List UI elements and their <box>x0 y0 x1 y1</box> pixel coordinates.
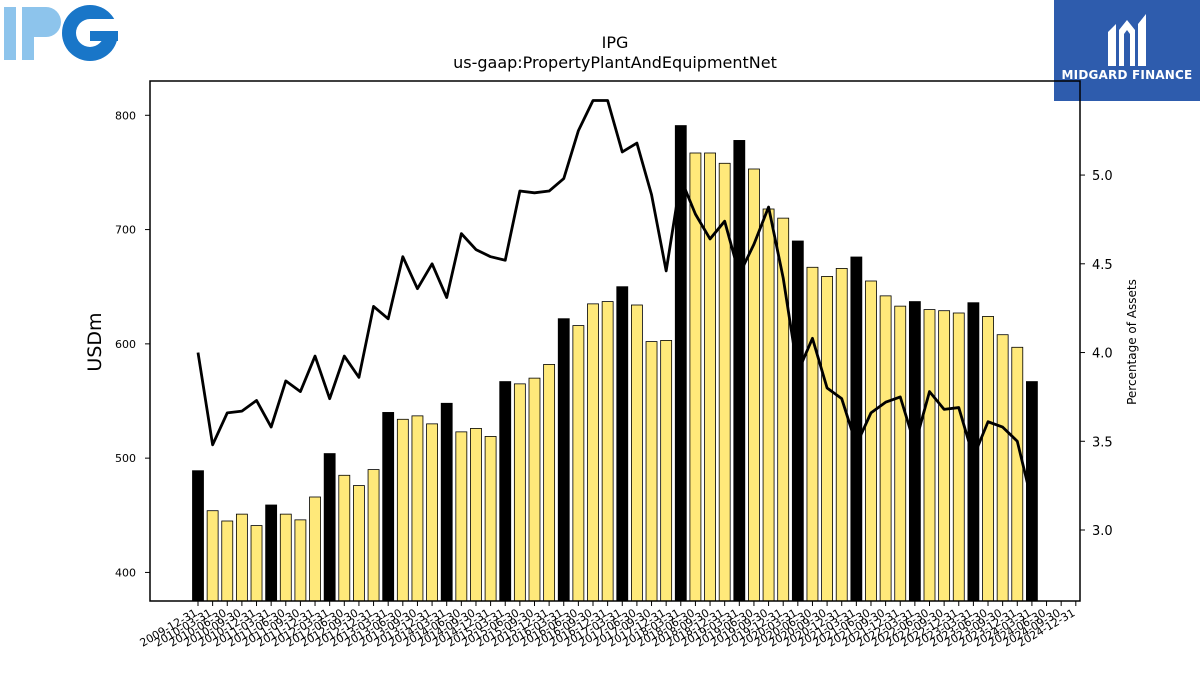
bar <box>718 162 731 602</box>
bar <box>938 310 951 602</box>
bar <box>557 318 570 602</box>
bar <box>426 423 438 602</box>
y2-tick-label: 3.0 <box>1092 524 1113 539</box>
bar <box>294 519 307 602</box>
bar <box>382 412 395 602</box>
bar <box>279 513 292 602</box>
bar <box>996 334 1009 602</box>
bar <box>806 266 819 602</box>
bar <box>587 303 599 602</box>
bar <box>952 312 965 602</box>
bar <box>645 341 658 602</box>
bar <box>704 152 716 602</box>
bar <box>1011 346 1024 602</box>
bar <box>572 325 585 602</box>
bar <box>250 525 263 602</box>
bar <box>528 377 541 602</box>
ipg-logo <box>0 0 130 70</box>
bar <box>323 453 336 602</box>
bar <box>367 469 380 602</box>
bar <box>791 240 804 602</box>
bar <box>396 418 409 602</box>
bar <box>221 520 234 602</box>
y2-tick-label: 5.0 <box>1092 169 1113 184</box>
y-axis-label: USDm <box>84 312 106 371</box>
series-line <box>196 99 1034 502</box>
bar <box>499 381 512 602</box>
bar <box>484 436 497 602</box>
y2-axis-label: Percentage of Assets <box>1125 279 1139 405</box>
y-tick-label: 400 <box>115 566 136 579</box>
midgard-mark-icon <box>1108 14 1146 66</box>
bar <box>601 301 614 602</box>
bar <box>982 316 994 602</box>
bar <box>908 301 921 602</box>
bar <box>338 474 351 602</box>
bar <box>353 485 365 602</box>
bar <box>631 304 643 602</box>
bar <box>192 470 204 602</box>
y-tick-label: 800 <box>115 109 136 122</box>
bar <box>513 383 526 602</box>
bar <box>543 364 556 602</box>
bar <box>455 431 468 602</box>
bar <box>835 268 848 602</box>
bar <box>265 504 278 602</box>
midgard-finance-logo: MIDGARD FINANCE <box>1054 0 1200 101</box>
y2-tick-label: 4.5 <box>1092 258 1113 273</box>
plot-area: 4005006007008003.03.54.04.55.02009-12-31… <box>115 80 1113 650</box>
chart-title: IPG <box>602 33 629 52</box>
y-tick-label: 700 <box>115 224 136 237</box>
bar <box>660 340 673 602</box>
bar <box>616 286 629 602</box>
chart-subtitle: us-gaap:PropertyPlantAndEquipmentNet <box>453 53 777 72</box>
bar <box>733 140 746 602</box>
y2-tick-label: 3.5 <box>1092 435 1113 450</box>
plot-frame <box>149 80 1081 602</box>
y2-tick-label: 4.0 <box>1092 347 1113 362</box>
bar <box>440 402 453 602</box>
bar <box>821 276 833 602</box>
bar <box>762 208 775 602</box>
y-tick-label: 600 <box>115 338 136 351</box>
bar <box>967 302 980 602</box>
bar <box>206 510 219 602</box>
y-tick-label: 500 <box>115 452 136 465</box>
bar <box>235 513 248 602</box>
bar <box>411 415 424 602</box>
midgard-finance-text: MIDGARD FINANCE <box>1061 68 1193 82</box>
bar <box>470 428 482 602</box>
bar <box>894 305 907 602</box>
bar <box>309 496 321 602</box>
bar <box>865 280 877 602</box>
bar <box>923 309 936 602</box>
ipg-logo-mark <box>4 5 120 61</box>
bar <box>879 295 892 602</box>
